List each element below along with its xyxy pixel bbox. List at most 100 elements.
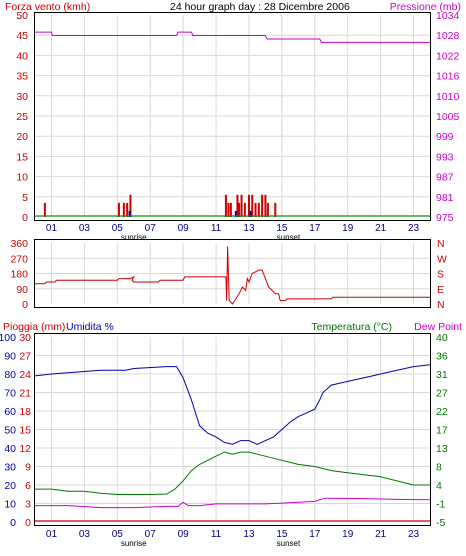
temperature-y-tick-label: 27 xyxy=(436,388,448,400)
wind-direction-line xyxy=(35,246,430,305)
temperature-y-tick-label: 40 xyxy=(436,332,448,344)
direction-y-tick-label: 0 xyxy=(22,299,28,311)
pressure-y-tick-label: 975 xyxy=(436,212,454,224)
x-tick-label: 19 xyxy=(342,223,354,234)
sunrise-label: sunrise xyxy=(121,233,147,242)
temperature-y-tick-label: 36 xyxy=(436,351,448,363)
temperature-y-tick-label: 13 xyxy=(436,443,448,455)
gust-bar xyxy=(128,210,131,217)
wind-y-tick-label: 45 xyxy=(16,30,28,42)
tick-label-layer: 0510152025303540455097598198799399910051… xyxy=(0,10,460,540)
pressure-line xyxy=(35,31,430,43)
x-tick-label: 05 xyxy=(112,223,124,234)
x-tick-label: 03 xyxy=(79,223,91,234)
wind-y-tick-label: 40 xyxy=(16,50,28,62)
direction-compass-label: E xyxy=(437,284,444,296)
x-tick-label: 09 xyxy=(178,529,190,540)
wind-axis-label: Forza vento (kmh) xyxy=(5,1,90,13)
dewpoint-axis-label: Dew Point xyxy=(414,321,462,333)
rain-y-tick-label: 30 xyxy=(19,332,31,344)
wind-bar xyxy=(274,202,277,217)
wind-bar xyxy=(122,202,125,217)
temperature-y-tick-label: 31 xyxy=(436,369,448,381)
wind-y-tick-label: 10 xyxy=(16,172,28,184)
x-tick-label: 11 xyxy=(211,529,222,540)
x-tick-label: 17 xyxy=(309,223,321,234)
humidity-y-tick-label: 10 xyxy=(4,499,16,511)
wind-bar xyxy=(238,202,241,217)
direction-y-tick-label: 90 xyxy=(16,284,28,296)
temperature-line xyxy=(35,451,430,495)
rain-y-tick-label: 12 xyxy=(19,443,31,455)
x-tick-label: 15 xyxy=(276,529,288,540)
x-tick-label: 13 xyxy=(243,529,255,540)
direction-compass-label: S xyxy=(437,269,444,281)
pressure-y-tick-label: 987 xyxy=(436,172,454,184)
wind-bar xyxy=(240,194,243,217)
humidity-y-tick-label: 20 xyxy=(4,480,16,492)
wind-bar xyxy=(126,202,129,217)
humidity-y-tick-label: 60 xyxy=(4,406,16,418)
wind-y-tick-label: 50 xyxy=(16,10,28,22)
temperature-y-tick-label: 4 xyxy=(436,480,442,492)
rain-y-tick-label: 21 xyxy=(19,388,31,400)
dewpoint-line xyxy=(35,497,431,509)
wind-bar xyxy=(236,194,239,217)
humidity-y-tick-label: 100 xyxy=(0,332,16,344)
x-tick-label: 21 xyxy=(375,529,387,540)
gust-bar xyxy=(234,210,237,217)
pressure-y-tick-label: 981 xyxy=(436,192,454,204)
x-tick-label: 01 xyxy=(46,529,58,540)
wind-bar xyxy=(266,202,269,217)
grid-layer xyxy=(35,15,430,522)
wind-y-tick-label: 0 xyxy=(22,212,28,224)
wind-y-tick-label: 25 xyxy=(16,111,28,123)
wind-bar xyxy=(43,202,46,217)
x-tick-label: 23 xyxy=(408,529,420,540)
x-tick-label: 21 xyxy=(375,223,387,234)
rain-y-tick-label: 27 xyxy=(19,351,31,363)
chart-title: 24 hour graph day : 28 Dicembre 2006 xyxy=(170,1,350,13)
sunrise-label-bottom: sunrise xyxy=(121,539,147,548)
humidity-axis-label: Umidita % xyxy=(66,321,114,333)
wind-bar xyxy=(129,194,132,217)
wind-bar xyxy=(117,202,120,217)
temperature-y-tick-label: 8 xyxy=(436,462,442,474)
sunset-label-bottom: sunset xyxy=(277,539,301,548)
pressure-y-tick-label: 1034 xyxy=(436,10,460,22)
x-tick-label: 15 xyxy=(276,223,288,234)
wind-y-tick-label: 20 xyxy=(16,131,28,143)
wind-bar xyxy=(261,194,264,217)
wind-y-tick-label: 15 xyxy=(16,151,28,163)
pressure-y-tick-label: 1016 xyxy=(436,71,460,83)
rain-y-tick-label: 6 xyxy=(25,480,31,492)
humidity-y-tick-label: 0 xyxy=(10,517,16,529)
pressure-y-tick-label: 1028 xyxy=(436,30,460,42)
x-tick-label: 07 xyxy=(145,529,157,540)
temperature-y-tick-label: -1 xyxy=(436,499,445,511)
rain-y-tick-label: 24 xyxy=(19,369,31,381)
gust-bar xyxy=(249,210,252,217)
x-tick-label: 23 xyxy=(408,223,420,234)
humidity-y-tick-label: 50 xyxy=(4,425,16,437)
wind-y-tick-label: 5 xyxy=(22,192,28,204)
x-tick-label: 09 xyxy=(178,223,190,234)
direction-y-tick-label: 360 xyxy=(10,238,28,250)
temperature-y-tick-label: 17 xyxy=(436,425,448,437)
temperature-y-tick-label: 22 xyxy=(436,406,448,418)
pressure-y-tick-label: 1010 xyxy=(436,91,460,103)
pressure-axis-label: Pressione (mb) xyxy=(390,1,461,13)
direction-y-tick-label: 270 xyxy=(10,253,28,265)
rain-y-tick-label: 18 xyxy=(19,406,31,418)
rain-y-tick-label: 3 xyxy=(25,499,31,511)
pressure-y-tick-label: 999 xyxy=(436,131,454,143)
x-tick-label: 19 xyxy=(342,529,354,540)
x-tick-label: 17 xyxy=(309,529,321,540)
sunset-label: sunset xyxy=(277,233,301,242)
wind-bar xyxy=(254,202,257,217)
humidity-y-tick-label: 30 xyxy=(4,462,16,474)
x-tick-label: 07 xyxy=(145,223,157,234)
rain-y-tick-label: 0 xyxy=(25,517,31,529)
direction-compass-label: N xyxy=(437,238,445,250)
